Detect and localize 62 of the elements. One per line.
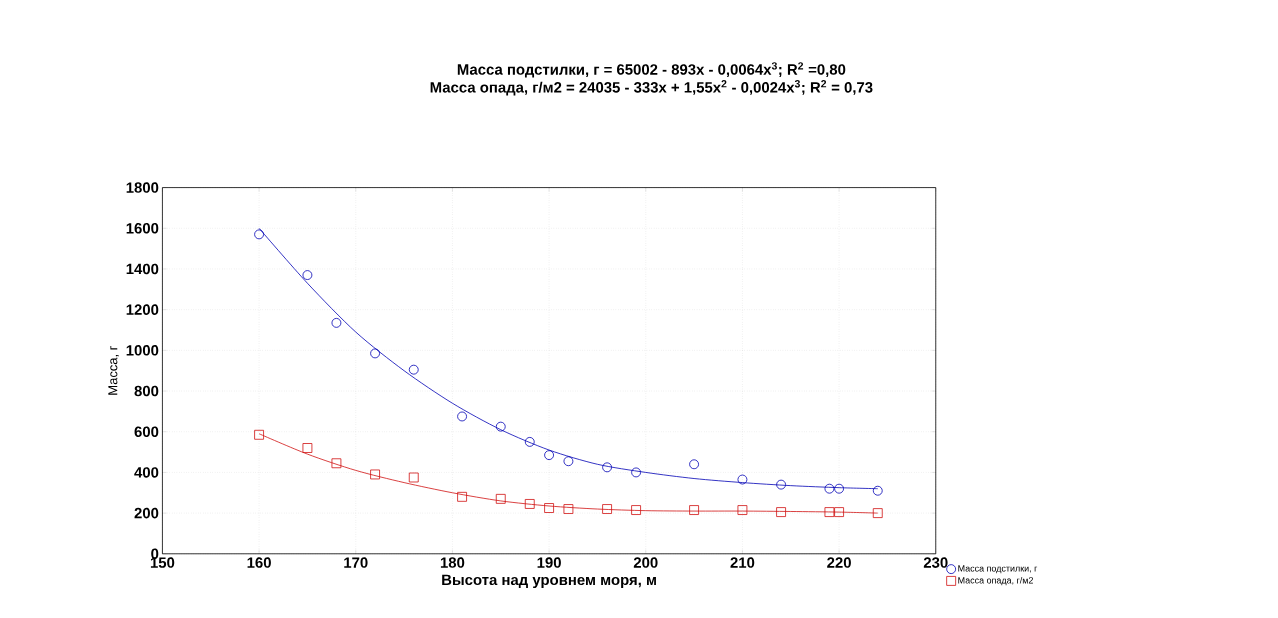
point — [254, 229, 264, 240]
x-tick-label: 170 — [344, 557, 368, 569]
x-tick-label: 160 — [247, 557, 271, 569]
point — [408, 364, 419, 375]
x-tick-label: 220 — [827, 557, 851, 569]
y-tick-label: 1800 — [126, 182, 159, 194]
point — [824, 507, 835, 518]
point — [602, 462, 612, 473]
point — [563, 456, 574, 467]
legend-label: Масса опада, г/м2 — [958, 577, 1033, 586]
x-tick-label: 190 — [537, 557, 561, 569]
y-tick-label: 0 — [151, 548, 159, 560]
point — [872, 486, 883, 496]
point — [544, 450, 554, 461]
point — [872, 508, 883, 519]
line-series — [258, 433, 879, 514]
point — [302, 443, 313, 454]
y-tick-label: 1200 — [126, 304, 159, 316]
x-tick-label: 150 — [150, 557, 175, 569]
point — [495, 494, 506, 504]
point — [524, 437, 535, 447]
point — [631, 467, 641, 478]
point — [563, 504, 574, 515]
point — [302, 270, 313, 281]
point — [737, 474, 748, 485]
point — [602, 504, 612, 515]
y-axis-title: Масса, г — [108, 346, 119, 395]
point — [776, 507, 786, 518]
point — [631, 505, 641, 516]
x-tick-label: 180 — [440, 557, 465, 569]
point — [495, 421, 506, 432]
point — [408, 472, 419, 483]
chart-title: Масса подстилки, г = 65002 - 893x - 0,0064x$^{3}$; R$^{2}$ =0,80 — [457, 62, 846, 78]
legend-label: Масса подстилки, г — [958, 565, 1038, 574]
point — [331, 318, 342, 328]
point — [524, 499, 535, 510]
point — [824, 483, 835, 494]
y-tick-label: 400 — [134, 467, 159, 478]
y-tick-label: 1400 — [126, 263, 159, 275]
x-tick-label: 230 — [923, 557, 948, 569]
point — [689, 505, 699, 516]
point — [737, 505, 748, 516]
point — [254, 430, 264, 440]
point — [370, 348, 380, 359]
y-tick-label: 600 — [134, 426, 159, 438]
point — [370, 469, 380, 480]
y-tick-label: 800 — [134, 385, 159, 397]
y-tick-label: 1000 — [126, 345, 159, 356]
x-axis-title: Высота над уровнем моря, м — [442, 574, 656, 589]
point — [457, 492, 467, 502]
y-tick-label: 200 — [134, 507, 159, 519]
y-tick-label: 1600 — [126, 223, 159, 234]
point — [776, 479, 786, 490]
point — [544, 503, 554, 514]
chart-subtitle: Масса опада, г/м2 = 24035 - 333x + 1,55x$^{2}$ - 0,0024x$^{3}$; R$^{2}$ = 0,73 — [430, 80, 873, 96]
point — [834, 507, 844, 518]
x-tick-label: 210 — [730, 557, 755, 569]
point — [457, 411, 467, 422]
point — [689, 459, 699, 470]
point — [331, 458, 342, 469]
point — [834, 483, 844, 494]
x-tick-label: 200 — [633, 557, 658, 569]
